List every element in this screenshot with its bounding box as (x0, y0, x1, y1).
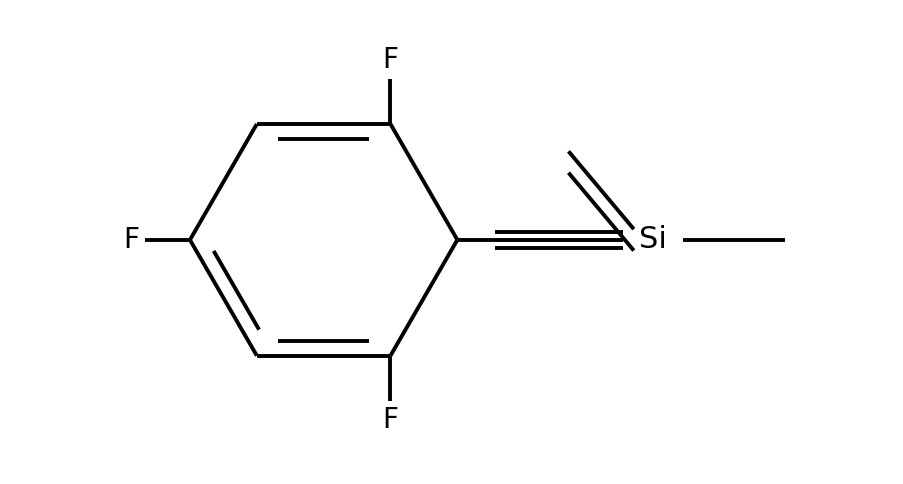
Text: F: F (124, 226, 140, 254)
Text: Si: Si (638, 226, 666, 255)
Text: F: F (382, 46, 398, 74)
Text: F: F (382, 406, 398, 434)
